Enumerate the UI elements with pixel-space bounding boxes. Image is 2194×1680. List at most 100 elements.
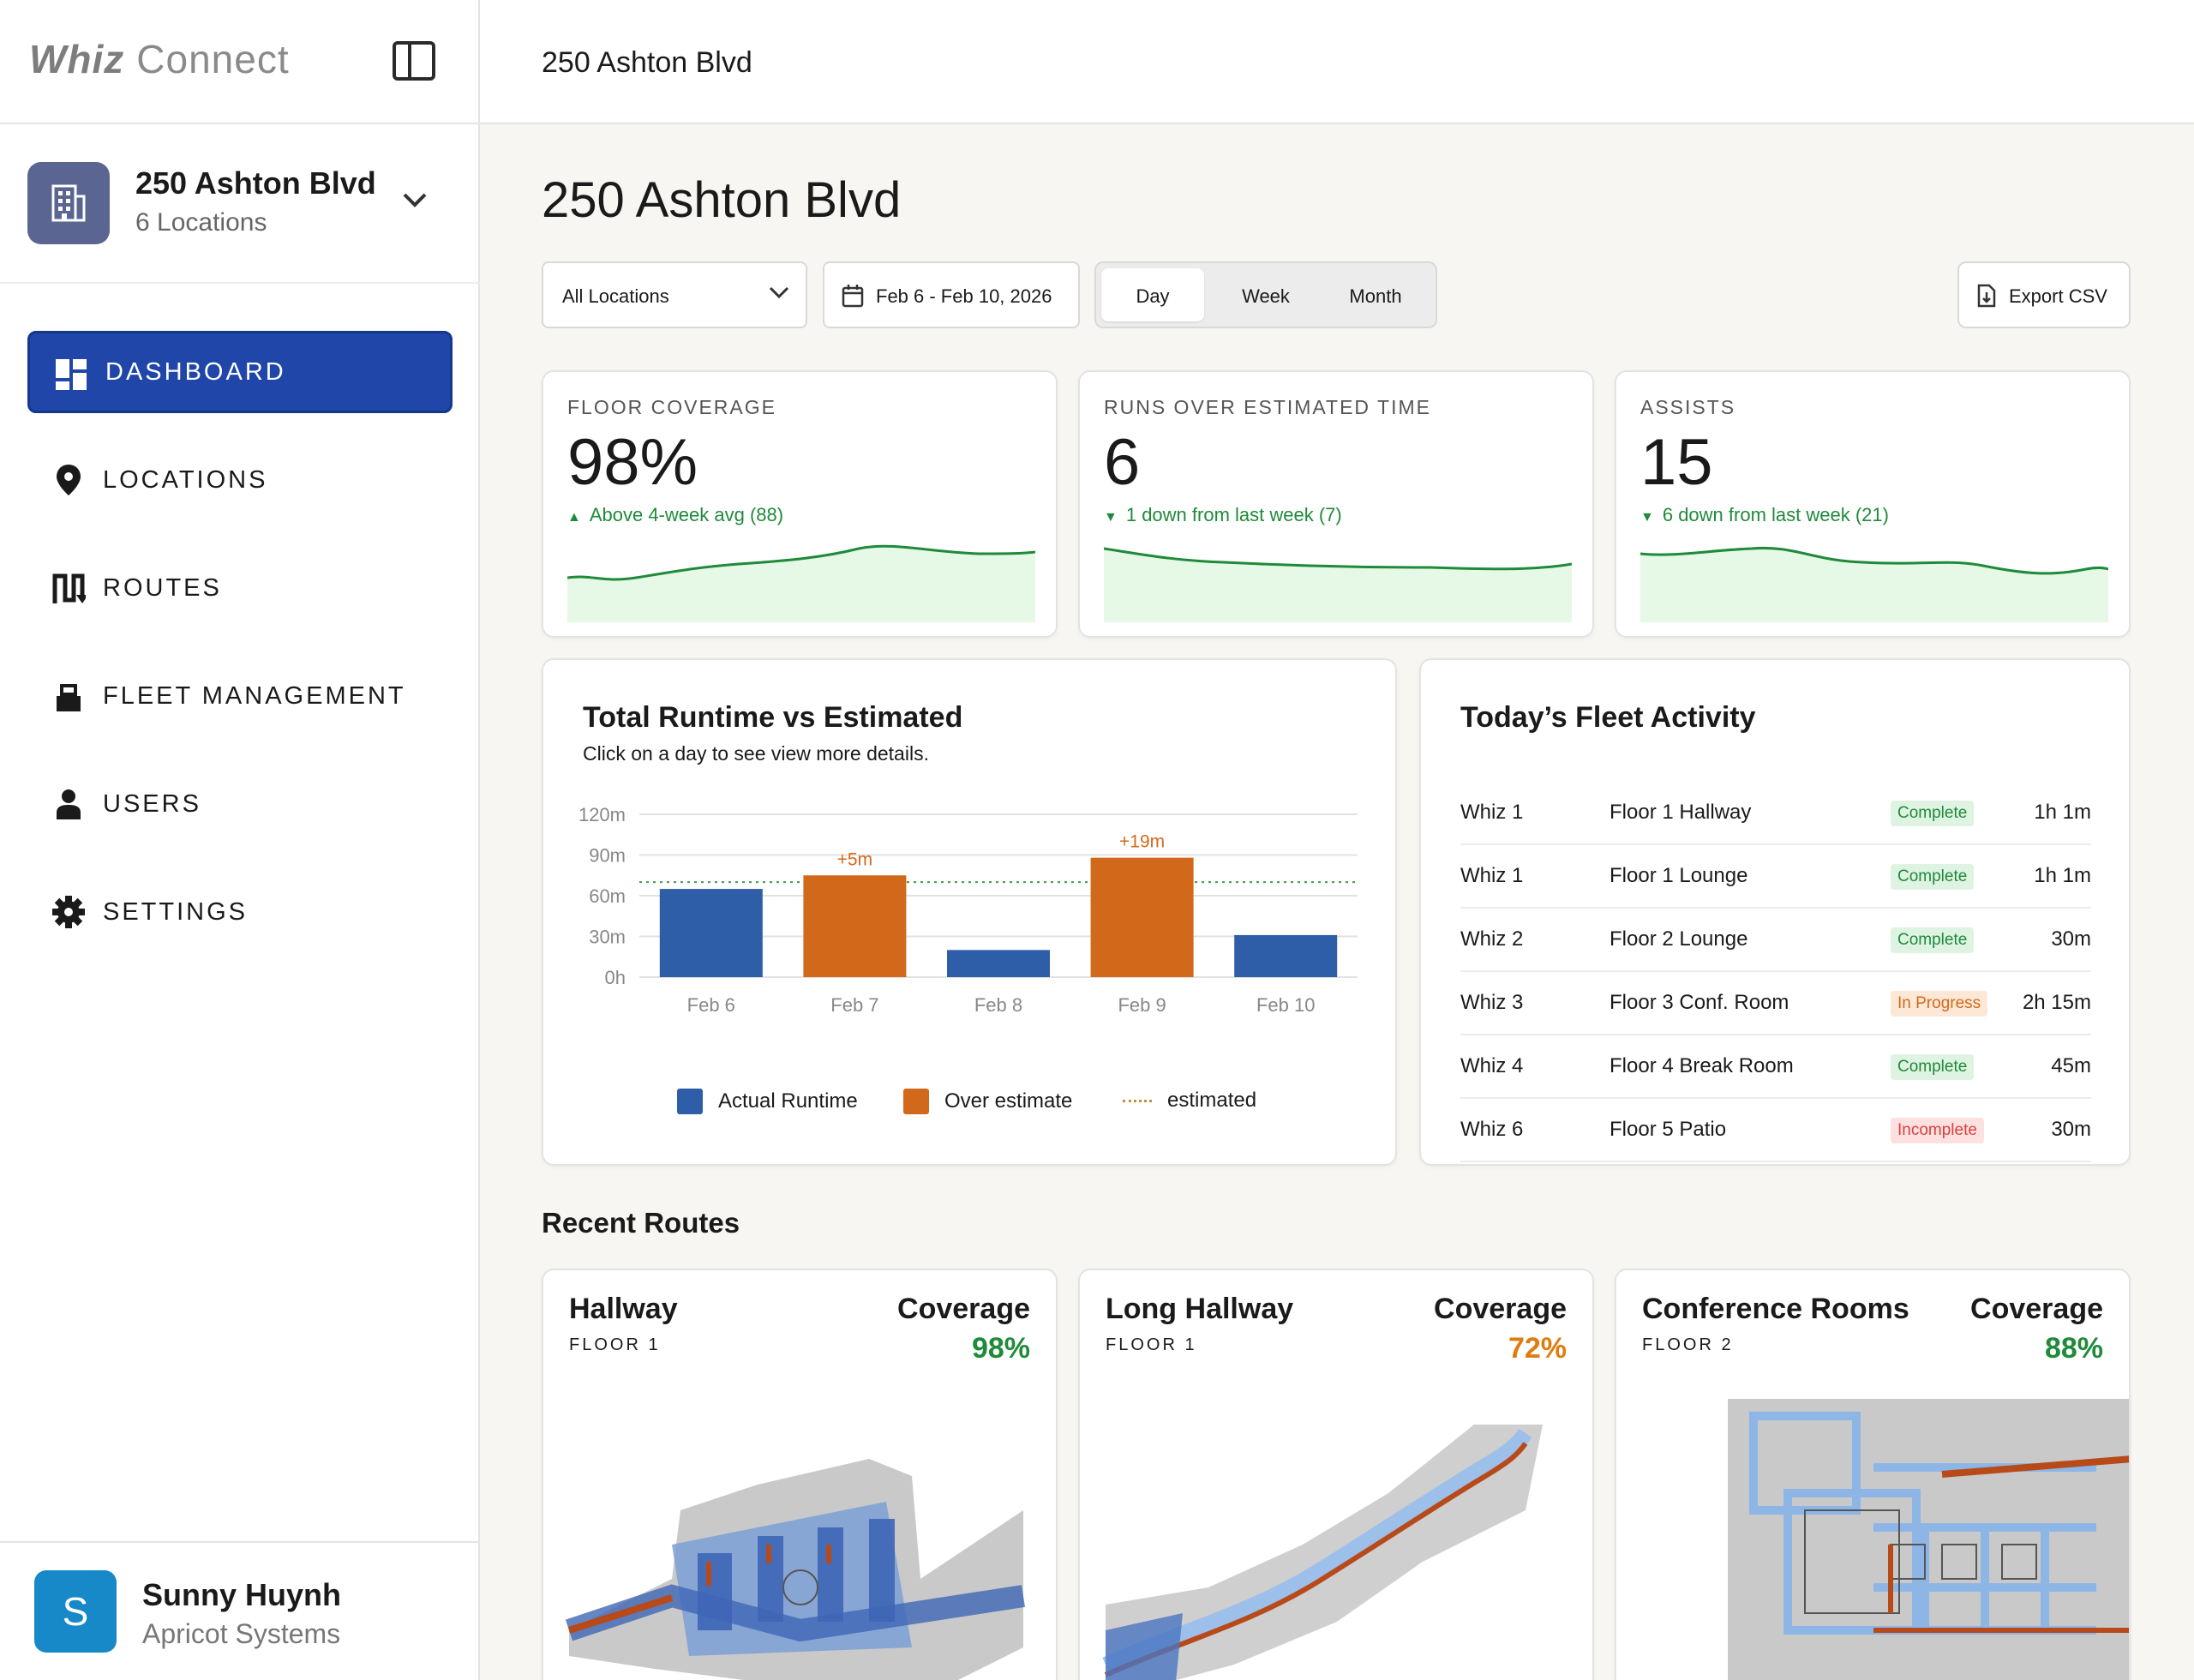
kpi-label: RUNS OVER ESTIMATED TIME xyxy=(1104,396,1431,418)
sidebar-item-dashboard[interactable]: DASHBOARD xyxy=(27,331,453,413)
activity-row[interactable]: Whiz 1 Floor 1 Lounge Complete 1h 1m xyxy=(1460,845,2091,909)
legend-swatch xyxy=(903,1089,929,1114)
route-floor: FLOOR 1 xyxy=(569,1335,661,1354)
page-title: 250 Ashton Blvd xyxy=(542,172,902,228)
chart-bar[interactable] xyxy=(1234,934,1338,977)
chart-subtitle: Click on a day to see view more details. xyxy=(583,742,929,765)
coverage-value: 98% xyxy=(971,1332,1030,1365)
sidebar-item-settings[interactable]: SETTINGS xyxy=(27,871,453,953)
period-toggle: Day Week Month xyxy=(1094,261,1437,328)
y-tick-label: 90m xyxy=(589,845,626,867)
dashboard-icon xyxy=(56,359,87,390)
coverage-value: 72% xyxy=(1508,1332,1567,1365)
activity-row[interactable]: Whiz 2 Floor 2 Lounge Complete 30m xyxy=(1460,909,2091,972)
site-name: 250 Ashton Blvd xyxy=(135,165,376,201)
runtime-bar-chart[interactable]: 120m 90m 60m 30m 0h Feb 6 Feb 7 +5m Feb 8 Feb 9 +1… xyxy=(543,806,1399,1046)
chart-bar[interactable] xyxy=(1090,857,1194,977)
coverage-label: Coverage xyxy=(1434,1293,1567,1325)
brand-bar: Whiz Connect xyxy=(0,0,480,124)
user-profile[interactable]: S Sunny Huynh Apricot Systems xyxy=(0,1541,480,1680)
sidebar-nav: DASHBOARD LOCATIONS ROUTES FLEET MANAGEM… xyxy=(27,331,453,979)
export-csv-label: Export CSV xyxy=(2009,285,2107,307)
x-tick-label: Feb 10 xyxy=(1256,994,1316,1016)
robot-name: Whiz 3 xyxy=(1460,991,1524,1014)
y-tick-label: 120m xyxy=(578,806,626,825)
route-name: Conference Rooms xyxy=(1642,1293,1909,1325)
activity-row[interactable]: Whiz 6 Floor 5 Patio Incomplete 30m xyxy=(1460,1099,2091,1162)
sidebar-item-users[interactable]: USERS xyxy=(27,763,453,845)
robot-name: Whiz 4 xyxy=(1460,1054,1524,1077)
site-switcher[interactable]: 250 Ashton Blvd 6 Locations xyxy=(0,124,480,284)
chart-bar[interactable] xyxy=(803,875,907,977)
x-tick-label: Feb 7 xyxy=(830,994,878,1016)
kpi-value: 6 xyxy=(1104,426,1141,499)
route-card-long-hallway[interactable]: Long Hallway FLOOR 1 Coverage 72% xyxy=(1078,1269,1594,1680)
location-pin-icon xyxy=(57,465,81,495)
period-week-button[interactable]: Week xyxy=(1242,285,1290,307)
activity-row[interactable]: Whiz 3 Floor 3 Conf. Room In Progress 2h 15… xyxy=(1460,972,2091,1035)
date-range-picker[interactable]: Feb 6 - Feb 10, 2026 xyxy=(823,261,1080,328)
y-tick-label: 60m xyxy=(589,885,626,907)
sidebar-item-label: SETTINGS xyxy=(103,897,249,926)
robot-name: Whiz 6 xyxy=(1460,1118,1524,1141)
duration: 30m xyxy=(2051,1118,2091,1141)
export-csv-button[interactable]: Export CSV xyxy=(1957,261,2131,328)
sidebar-item-locations[interactable]: LOCATIONS xyxy=(27,439,453,521)
robot-name: Whiz 2 xyxy=(1460,927,1524,951)
activity-row[interactable]: Whiz 4 Floor 4 Break Room Complete 45m xyxy=(1460,1035,2091,1099)
route-map-image xyxy=(565,1459,1025,1680)
activity-row[interactable]: Whiz 1 Floor 1 Hallway Complete 1h 1m xyxy=(1460,782,2091,845)
route-floor: FLOOR 2 xyxy=(1642,1335,1734,1354)
sidebar-item-label: ROUTES xyxy=(103,573,222,602)
route-map-image xyxy=(1728,1399,2129,1680)
period-month-button[interactable]: Month xyxy=(1349,285,1402,307)
date-range-value: Feb 6 - Feb 10, 2026 xyxy=(876,285,1052,307)
sidebar-item-fleet-management[interactable]: FLEET MANAGEMENT xyxy=(27,655,453,737)
kpi-delta: ▼ 6 down from last week (21) xyxy=(1640,504,1889,525)
route-name: Floor 3 Conf. Room xyxy=(1610,991,1789,1014)
route-card-hallway[interactable]: Hallway FLOOR 1 Coverage 98% xyxy=(542,1269,1058,1680)
kpi-value: 15 xyxy=(1640,426,1713,499)
x-tick-label: Feb 6 xyxy=(687,994,735,1016)
duration: 30m xyxy=(2051,927,2091,951)
sidebar: Whiz Connect 250 Ashton Blvd 6 Locations xyxy=(0,0,480,1680)
y-tick-label: 0h xyxy=(605,967,626,988)
route-name: Floor 5 Patio xyxy=(1610,1118,1727,1141)
kpi-floor-coverage: FLOOR COVERAGE 98% ▲ Above 4-week avg (88… xyxy=(542,370,1058,638)
sidebar-toggle-icon[interactable] xyxy=(393,41,435,81)
kpi-delta: ▼ 1 down from last week (7) xyxy=(1104,504,1342,525)
location-select[interactable]: All Locations xyxy=(542,261,807,328)
kpi-label: FLOOR COVERAGE xyxy=(567,396,776,418)
chart-title: Total Runtime vs Estimated xyxy=(583,701,963,734)
route-name: Floor 1 Lounge xyxy=(1610,864,1748,887)
status-badge: Complete xyxy=(1891,927,1975,953)
duration: 45m xyxy=(2051,1054,2091,1077)
legend-swatch xyxy=(677,1089,703,1114)
status-badge: Complete xyxy=(1891,864,1975,890)
coverage-value: 88% xyxy=(2044,1332,2103,1365)
kpi-delta: ▲ Above 4-week avg (88) xyxy=(567,504,784,525)
building-icon xyxy=(27,162,110,244)
file-download-icon xyxy=(1977,284,1996,308)
route-name: Floor 2 Lounge xyxy=(1610,927,1748,951)
calendar-icon xyxy=(842,285,864,308)
kpi-label: ASSISTS xyxy=(1640,396,1736,418)
chart-bar[interactable] xyxy=(947,950,1050,977)
period-day-button[interactable]: Day xyxy=(1101,268,1204,321)
kpi-runs-over-time: RUNS OVER ESTIMATED TIME 6 ▼ 1 down from … xyxy=(1078,370,1594,638)
route-map-image xyxy=(1102,1425,1543,1680)
legend-actual: Actual Runtime xyxy=(677,1089,858,1114)
sidebar-item-routes[interactable]: ROUTES xyxy=(27,547,453,629)
arrow-down-icon: ▼ xyxy=(1640,510,1654,525)
kpi-assists: ASSISTS 15 ▼ 6 down from last week (21) xyxy=(1615,370,2131,638)
route-card-conference-rooms[interactable]: Conference Rooms FLOOR 2 Coverage 88% xyxy=(1615,1269,2131,1680)
coverage-label: Coverage xyxy=(1970,1293,2103,1325)
app-logo: Whiz Connect xyxy=(29,37,290,81)
user-organization: Apricot Systems xyxy=(142,1618,341,1649)
bar-annotation: +5m xyxy=(837,849,872,869)
sidebar-item-label: DASHBOARD xyxy=(105,357,286,386)
coverage-label: Coverage xyxy=(897,1293,1030,1325)
route-name: Floor 1 Hallway xyxy=(1610,801,1752,824)
chart-bar[interactable] xyxy=(659,889,763,977)
chevron-down-icon[interactable] xyxy=(401,191,429,208)
